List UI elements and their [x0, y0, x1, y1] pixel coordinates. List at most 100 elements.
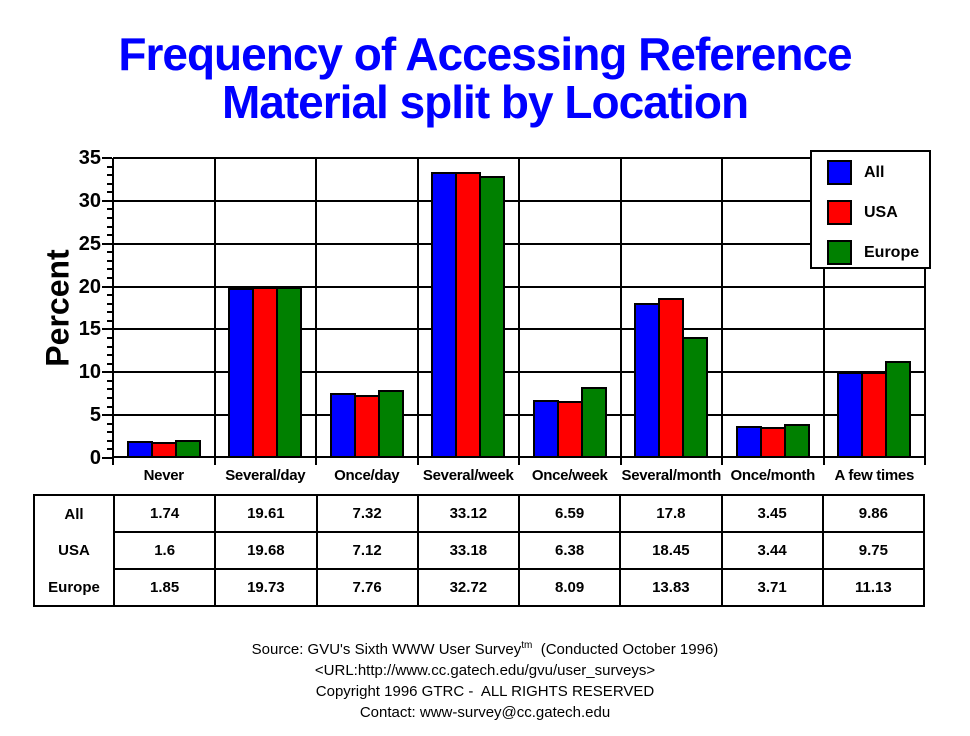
- y-minor-tick: [107, 277, 112, 279]
- table-cell: 9.75: [821, 531, 926, 570]
- bar-usa-1: [252, 287, 279, 456]
- y-minor-tick: [107, 208, 112, 211]
- table-cell: 3.44: [720, 531, 824, 570]
- y-major-tick: [102, 328, 112, 331]
- footer-copyright-line: Copyright 1996 GTRC - ALL RIGHTS RESERVE…: [315, 683, 655, 700]
- v-gridline: [619, 158, 622, 458]
- legend-label: All: [864, 164, 885, 181]
- y-minor-tick: [107, 217, 112, 219]
- x-axis-tick: [924, 458, 926, 465]
- y-axis-tick-label: 35: [78, 147, 101, 169]
- x-axis-tick: [518, 458, 520, 465]
- table-cell: 13.83: [619, 568, 723, 607]
- y-minor-tick: [107, 302, 112, 305]
- y-axis-line: [112, 158, 114, 458]
- legend: All USA Europe: [810, 150, 931, 269]
- europe-swatch-icon: [827, 240, 852, 265]
- table-cell: 3.45: [720, 494, 824, 533]
- bar-europe-7: [885, 360, 912, 456]
- bar-europe-0: [174, 440, 201, 456]
- chart-title-line2: Material split by Location: [221, 76, 749, 128]
- bar-usa-6: [759, 426, 786, 456]
- x-axis-tick: [822, 458, 825, 465]
- table-cell: 1.6: [112, 531, 217, 570]
- x-axis-tick: [416, 458, 419, 465]
- bar-all-3: [431, 172, 458, 456]
- v-gridline: [416, 158, 419, 458]
- table-cell: 8.09: [517, 568, 622, 607]
- table-cell: 19.73: [214, 568, 318, 607]
- v-gridline: [721, 158, 723, 458]
- table-row-all: All 1.74 19.61 7.32 33.12 6.59 17.8 3.45 9.86: [33, 494, 926, 533]
- bar-all-0: [126, 441, 153, 456]
- usa-swatch-icon: [827, 200, 852, 225]
- footer-tm-superscript: tm: [521, 640, 533, 651]
- y-minor-tick: [107, 337, 112, 339]
- y-axis-tick-label: 15: [78, 318, 101, 341]
- bar-europe-6: [783, 424, 810, 456]
- bar-usa-5: [658, 297, 685, 456]
- table-cell: 18.45: [619, 531, 723, 570]
- y-minor-tick: [107, 165, 112, 168]
- footer-source-text: Source: GVU's Sixth WWW User Survey: [251, 641, 522, 658]
- footer-source-date: (Conducted October 1996): [532, 641, 719, 658]
- v-gridline: [822, 158, 825, 458]
- table-cell: 17.8: [619, 494, 723, 533]
- y-major-tick: [102, 457, 112, 459]
- chart-title: Frequency of Accessing Reference Materia…: [0, 30, 970, 126]
- y-minor-tick: [107, 362, 112, 365]
- y-minor-tick: [107, 182, 112, 185]
- bar-europe-5: [682, 337, 709, 456]
- y-minor-tick: [107, 191, 112, 194]
- bar-all-4: [532, 399, 559, 456]
- x-axis-label: Never: [143, 467, 185, 484]
- bar-all-1: [228, 287, 255, 456]
- y-minor-tick: [107, 174, 112, 177]
- x-axis-label: Once/month: [730, 467, 815, 484]
- y-minor-tick: [107, 319, 112, 322]
- table-cell: 11.13: [821, 568, 926, 607]
- bar-usa-3: [455, 171, 482, 456]
- table-cell: 7.32: [315, 494, 419, 533]
- y-minor-tick: [107, 405, 112, 408]
- table-row-label: All: [33, 494, 115, 532]
- bar-europe-3: [479, 175, 506, 456]
- y-minor-tick: [107, 259, 112, 262]
- bar-europe-4: [580, 386, 607, 456]
- footer-source-line: Source: GVU's Sixth WWW User Surveytm (C…: [0, 637, 970, 658]
- table-cell: 19.68: [214, 531, 318, 570]
- footer-url-line: <URL:http://www.cc.gatech.edu/gvu/user_s…: [314, 662, 656, 679]
- bar-all-7: [837, 371, 864, 456]
- table-cell: 6.38: [517, 531, 622, 570]
- y-minor-tick: [107, 345, 112, 348]
- bar-all-2: [329, 393, 356, 456]
- y-major-tick: [102, 285, 112, 288]
- x-axis-tick: [112, 458, 114, 465]
- y-minor-tick: [107, 268, 112, 271]
- table-cell: 3.71: [720, 568, 824, 607]
- y-minor-tick: [107, 379, 112, 382]
- y-axis-tick-label: 25: [78, 232, 101, 255]
- y-minor-tick: [107, 225, 112, 228]
- plot-area: 0 5 10 15 20 25 30 35: [79, 147, 926, 469]
- y-major-tick: [102, 242, 112, 245]
- bar-usa-7: [861, 372, 888, 456]
- y-axis-tick-label: 10: [78, 361, 101, 384]
- y-major-tick: [102, 199, 112, 202]
- x-axis-label: Several/week: [422, 467, 514, 484]
- table-cell: 6.59: [517, 494, 622, 533]
- table-cell: 7.76: [315, 568, 419, 607]
- legend-label: Europe: [864, 244, 920, 261]
- y-axis-tick-label: 30: [78, 189, 101, 212]
- all-swatch-icon: [827, 160, 852, 185]
- y-axis-tick-label: 0: [89, 447, 101, 469]
- bar-all-5: [634, 303, 661, 456]
- y-axis-title: Percent: [39, 249, 76, 367]
- bar-usa-4: [556, 401, 583, 456]
- table-cell: 33.12: [416, 494, 521, 533]
- y-minor-tick: [107, 422, 112, 425]
- table-row-label: Europe: [33, 569, 115, 607]
- y-axis-tick-label: 20: [78, 275, 101, 298]
- table-cell: 19.61: [214, 494, 318, 533]
